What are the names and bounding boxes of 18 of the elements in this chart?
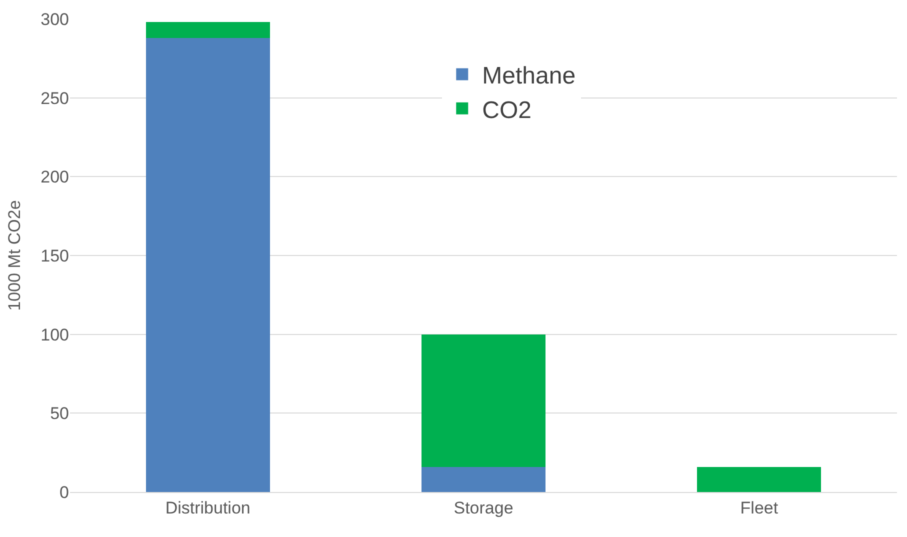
bar [146, 38, 270, 492]
y-tick-label: 150 [40, 246, 69, 266]
x-tick-label: Distribution [165, 498, 250, 518]
y-axis-title: 1000 Mt CO2e [5, 200, 24, 311]
x-tick-label: Fleet [740, 498, 778, 518]
bar [421, 466, 546, 492]
y-tick-label: 0 [60, 482, 69, 502]
y-tick-label: 250 [40, 88, 69, 108]
legend-label: Methane [482, 62, 576, 90]
y-tick-label: 100 [40, 325, 69, 344]
y-tick-label: 50 [50, 404, 69, 424]
bar [146, 22, 270, 38]
y-tick-label: 300 [40, 10, 69, 29]
y-tick-label: 200 [40, 168, 69, 187]
x-tick-label: Storage [454, 498, 514, 518]
bar [697, 466, 822, 492]
legend-label: CO2 [482, 96, 532, 124]
bar [421, 334, 546, 467]
